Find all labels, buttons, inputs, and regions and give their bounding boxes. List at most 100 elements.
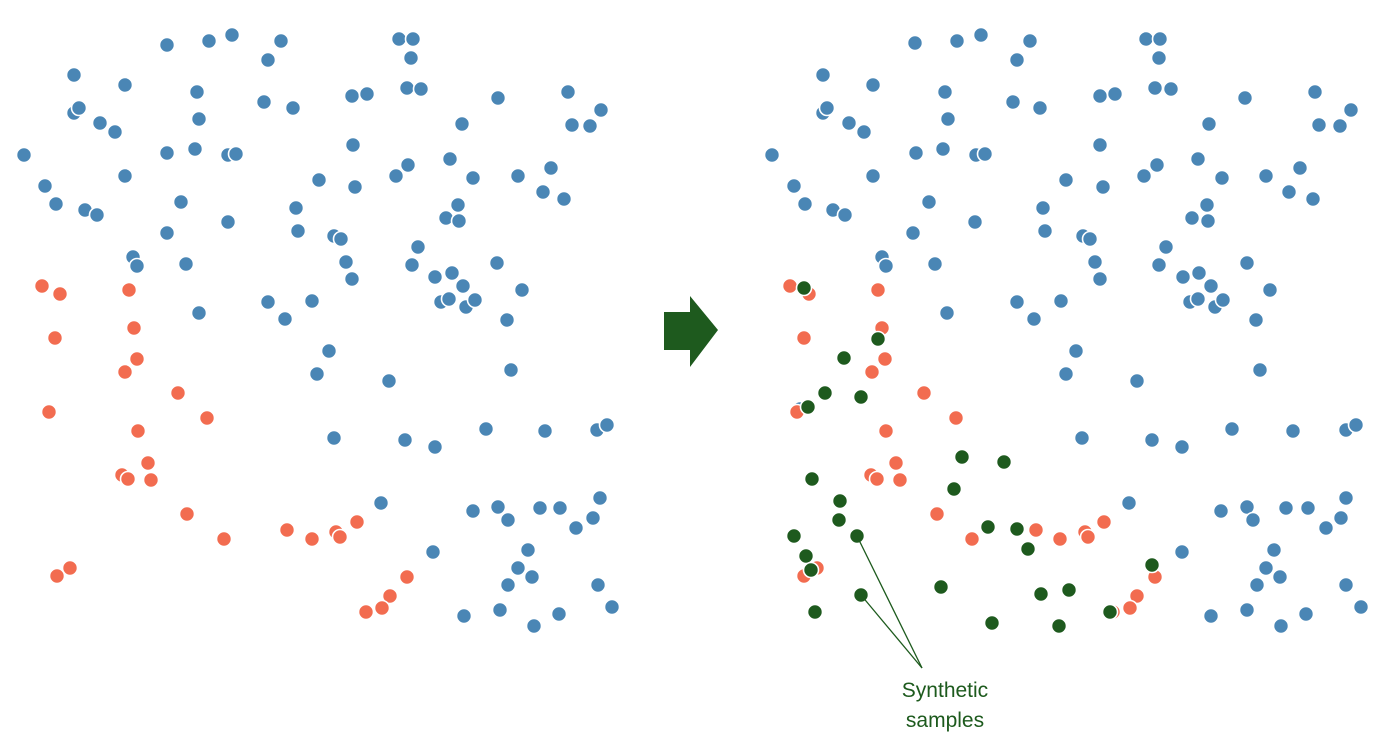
majority-point <box>1257 559 1275 577</box>
majority-point <box>320 342 338 360</box>
majority-point <box>440 290 458 308</box>
majority-point <box>403 256 421 274</box>
majority-point <box>542 159 560 177</box>
majority-point <box>1106 85 1124 103</box>
majority-point <box>1202 277 1220 295</box>
majority-point <box>1091 87 1109 105</box>
majority-point <box>1143 431 1161 449</box>
majority-point <box>344 136 362 154</box>
synthetic-point <box>831 492 849 510</box>
majority-point <box>936 83 954 101</box>
majority-point <box>1337 489 1355 507</box>
majority-point <box>491 601 509 619</box>
majority-point <box>814 66 832 84</box>
majority-point <box>343 87 361 105</box>
majority-point <box>519 541 537 559</box>
minority-point <box>877 422 895 440</box>
majority-point <box>498 311 516 329</box>
majority-point <box>1004 93 1022 111</box>
majority-point <box>904 224 922 242</box>
synthetic-point <box>830 511 848 529</box>
minority-point <box>40 403 58 421</box>
majority-point <box>488 254 506 272</box>
majority-point <box>1291 159 1309 177</box>
oversampled-data-panel <box>763 26 1370 635</box>
majority-point <box>1331 117 1349 135</box>
majority-point <box>502 361 520 379</box>
synthetic-point <box>1019 540 1037 558</box>
majority-point <box>531 499 549 517</box>
synthetic-point <box>1008 520 1026 538</box>
minority-point <box>928 505 946 523</box>
minority-point <box>139 454 157 472</box>
majority-point <box>818 99 836 117</box>
majority-point <box>525 617 543 635</box>
majority-point <box>1036 222 1054 240</box>
majority-point <box>591 489 609 507</box>
majority-point <box>550 605 568 623</box>
minority-point <box>868 470 886 488</box>
majority-point <box>1151 30 1169 48</box>
pointer-line <box>860 594 923 669</box>
majority-point <box>399 156 417 174</box>
majority-point <box>836 206 854 224</box>
majority-point <box>116 167 134 185</box>
majority-point <box>592 101 610 119</box>
minority-point <box>891 471 909 489</box>
majority-point <box>536 422 554 440</box>
majority-point <box>1317 519 1335 537</box>
minority-point <box>876 350 894 368</box>
majority-point <box>453 115 471 133</box>
majority-point <box>907 144 925 162</box>
majority-point <box>441 150 459 168</box>
majority-point <box>1025 310 1043 328</box>
majority-point <box>1223 420 1241 438</box>
majority-point <box>551 499 569 517</box>
minority-point <box>381 587 399 605</box>
majority-point <box>332 230 350 248</box>
majority-point <box>1272 617 1290 635</box>
synthetic-point <box>852 388 870 406</box>
majority-point <box>116 76 134 94</box>
majority-point <box>1189 290 1207 308</box>
majority-point <box>489 498 507 516</box>
majority-point <box>1342 101 1360 119</box>
pointer-line <box>856 535 923 669</box>
majority-point <box>1135 167 1153 185</box>
majority-point <box>1297 605 1315 623</box>
majority-point <box>1174 268 1192 286</box>
majority-point <box>864 167 882 185</box>
minority-point <box>947 409 965 427</box>
synthetic-point <box>799 398 817 416</box>
majority-point <box>1198 196 1216 214</box>
minority-point <box>781 277 799 295</box>
arrow-right-icon <box>664 296 718 367</box>
minority-point <box>278 521 296 539</box>
minority-point <box>61 559 79 577</box>
majority-point <box>589 576 607 594</box>
majority-point <box>372 494 390 512</box>
minority-point <box>887 454 905 472</box>
majority-point <box>177 255 195 273</box>
majority-point <box>877 257 895 275</box>
majority-point <box>796 195 814 213</box>
majority-point <box>1173 438 1191 456</box>
minority-point <box>1051 530 1069 548</box>
majority-point <box>424 543 442 561</box>
majority-point <box>1332 509 1350 527</box>
majority-point <box>287 199 305 217</box>
majority-point <box>976 145 994 163</box>
majority-point <box>1347 416 1365 434</box>
minority-point <box>116 363 134 381</box>
minority-point <box>398 568 416 586</box>
minority-point <box>33 277 51 295</box>
minority-point <box>48 567 66 585</box>
majority-point <box>477 420 495 438</box>
synthetic-point <box>1032 585 1050 603</box>
minority-point <box>795 329 813 347</box>
majority-point <box>906 34 924 52</box>
majority-point <box>426 268 444 286</box>
minority-point <box>198 409 216 427</box>
minority-point <box>128 350 146 368</box>
majority-point <box>387 167 405 185</box>
